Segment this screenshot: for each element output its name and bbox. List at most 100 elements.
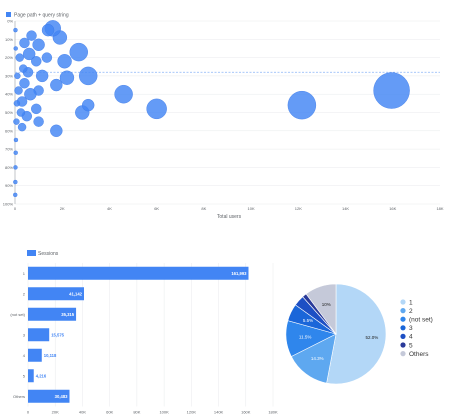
pie-slice-label: 10% xyxy=(322,302,331,307)
bar-category-label: Others xyxy=(13,394,25,399)
pie-legend-swatch xyxy=(400,325,406,331)
bar-x-tick-label: 140K xyxy=(214,410,224,415)
scatter-point xyxy=(13,192,18,198)
scatter-points xyxy=(13,20,410,198)
bar xyxy=(28,389,70,403)
bar-x-tick-label: 180K xyxy=(268,410,278,415)
bar-value-label: 161,993 xyxy=(231,271,247,276)
bar xyxy=(28,369,34,383)
bar-legend-label: Sessions xyxy=(38,251,59,257)
pie-slice-label: 11.5% xyxy=(299,335,311,340)
pie-legend-item[interactable]: 1 xyxy=(400,299,413,306)
bar-x-tick-label: 120K xyxy=(187,410,197,415)
bar-category-label: 1 xyxy=(23,271,26,276)
scatter-x-tick-label: 8K xyxy=(201,206,206,211)
scatter-y-tick-label: 90% xyxy=(5,183,13,188)
bar xyxy=(28,266,249,280)
bar-category-label: 5 xyxy=(23,373,26,378)
scatter-x-tick-label: 4K xyxy=(107,206,112,211)
pie-slice-label: 5.5% xyxy=(303,318,313,323)
scatter-x-tick-label: 6K xyxy=(154,206,159,211)
bar xyxy=(28,287,84,301)
scatter-point xyxy=(59,70,75,85)
sessions-pie-chart: 52.0% 14.3% 11.5% 5.5% 10% 1 2 (not set)3 45 Oth… xyxy=(285,283,433,385)
scatter-point xyxy=(35,69,49,83)
scatter-point xyxy=(81,98,95,112)
scatter-point xyxy=(19,78,30,89)
scatter-point xyxy=(50,78,63,92)
scatter-point xyxy=(22,47,36,61)
scatter-point xyxy=(19,37,30,49)
scatter-point xyxy=(13,165,18,170)
scatter-point xyxy=(26,30,37,41)
bar-x-tick-label: 60K xyxy=(106,410,113,415)
bar-value-label: 15,575 xyxy=(51,332,64,337)
pie-slice-label: 52.0% xyxy=(365,335,378,340)
pie-legend-item[interactable]: 4 xyxy=(400,334,413,341)
scatter-point xyxy=(373,72,410,109)
bar-gridlines xyxy=(27,263,274,407)
scatter-point xyxy=(41,52,53,63)
scatter-x-tick-label: 14K xyxy=(342,206,349,211)
scatter-point xyxy=(32,38,45,51)
scatter-point xyxy=(14,72,21,80)
pie-legend-item[interactable]: 5 xyxy=(400,342,413,349)
bar-x-ticks: 0 20K 40K 60K 80K 100K 120K 140K 160K 180K xyxy=(27,410,278,415)
bar-legend-swatch xyxy=(27,250,36,256)
bar-series: 1 161,993 2 41,142 (not set) 35,315 3 15,575 4 10… xyxy=(10,266,249,403)
scatter-point xyxy=(17,122,27,132)
bar-legend[interactable]: Sessions xyxy=(27,250,59,257)
scatter-y-ticks: 0% 10% 20% 30% 40% 50% 60% 70% 80% 90% 100% xyxy=(3,19,14,207)
pie-legend-item[interactable]: 3 xyxy=(400,325,413,332)
pie-legend-label: 2 xyxy=(409,308,413,315)
pie-legend-label: 4 xyxy=(409,334,413,341)
scatter-point xyxy=(146,98,167,120)
scatter-point xyxy=(13,137,19,143)
scatter-x-ticks: 0 2K 4K 6K 8K 10K 12K 14K 16K 18K xyxy=(14,206,444,211)
pie-legend-swatch xyxy=(400,333,406,339)
scatter-point xyxy=(13,150,18,155)
pie-slice xyxy=(305,283,337,335)
scatter-x-tick-label: 0 xyxy=(14,206,17,211)
pie-legend: 1 2 (not set)3 45 Others xyxy=(400,299,433,358)
scatter-x-tick-label: 12K xyxy=(295,206,302,211)
pie-legend-item[interactable]: 2 xyxy=(400,308,413,315)
scatter-point xyxy=(287,90,317,120)
scatter-y-tick-label: 10% xyxy=(5,37,13,42)
scatter-point xyxy=(69,42,88,62)
bar-value-label: 41,142 xyxy=(69,291,82,296)
pie-slices xyxy=(285,283,387,385)
scatter-point xyxy=(33,116,44,127)
scatter-y-tick-label: 0% xyxy=(7,19,13,24)
scatter-point xyxy=(13,46,18,51)
pie-legend-label: 1 xyxy=(409,299,413,306)
pie-legend-label: 3 xyxy=(409,325,413,332)
scatter-y-tick-label: 60% xyxy=(5,128,13,133)
bar-category-label: 4 xyxy=(23,353,26,358)
pie-legend-label: (not set) xyxy=(409,317,433,324)
scatter-legend-swatch xyxy=(6,12,11,17)
pie-legend-label: Others xyxy=(409,351,429,358)
pie-slice-labels: 52.0% 14.3% 11.5% 5.5% 10% xyxy=(299,302,378,361)
pie-legend-item[interactable]: (not set) xyxy=(400,317,433,324)
scatter-x-tick-label: 10K xyxy=(248,206,255,211)
scatter-point xyxy=(19,64,28,73)
scatter-legend[interactable]: Page path + query string xyxy=(6,12,69,19)
scatter-point xyxy=(13,118,20,125)
scatter-point xyxy=(13,179,18,185)
bar-category-label: (not set) xyxy=(10,312,25,317)
scatter-point xyxy=(31,56,42,67)
bar-x-tick-label: 80K xyxy=(133,410,140,415)
bubble-chart: Page path + query string 0% 10% 20% 30% 40% 5… xyxy=(3,12,444,220)
scatter-y-tick-label: 80% xyxy=(5,165,13,170)
bar-x-tick-label: 40K xyxy=(79,410,86,415)
bar xyxy=(28,348,42,362)
pie-legend-item[interactable]: Others xyxy=(400,351,429,358)
pie-slice xyxy=(326,283,387,385)
scatter-point xyxy=(78,66,98,86)
bar-x-tick-label: 0 xyxy=(27,410,30,415)
scatter-point xyxy=(13,100,21,107)
scatter-point xyxy=(14,86,23,95)
scatter-y-tick-label: 50% xyxy=(5,110,13,115)
bar xyxy=(28,307,77,321)
